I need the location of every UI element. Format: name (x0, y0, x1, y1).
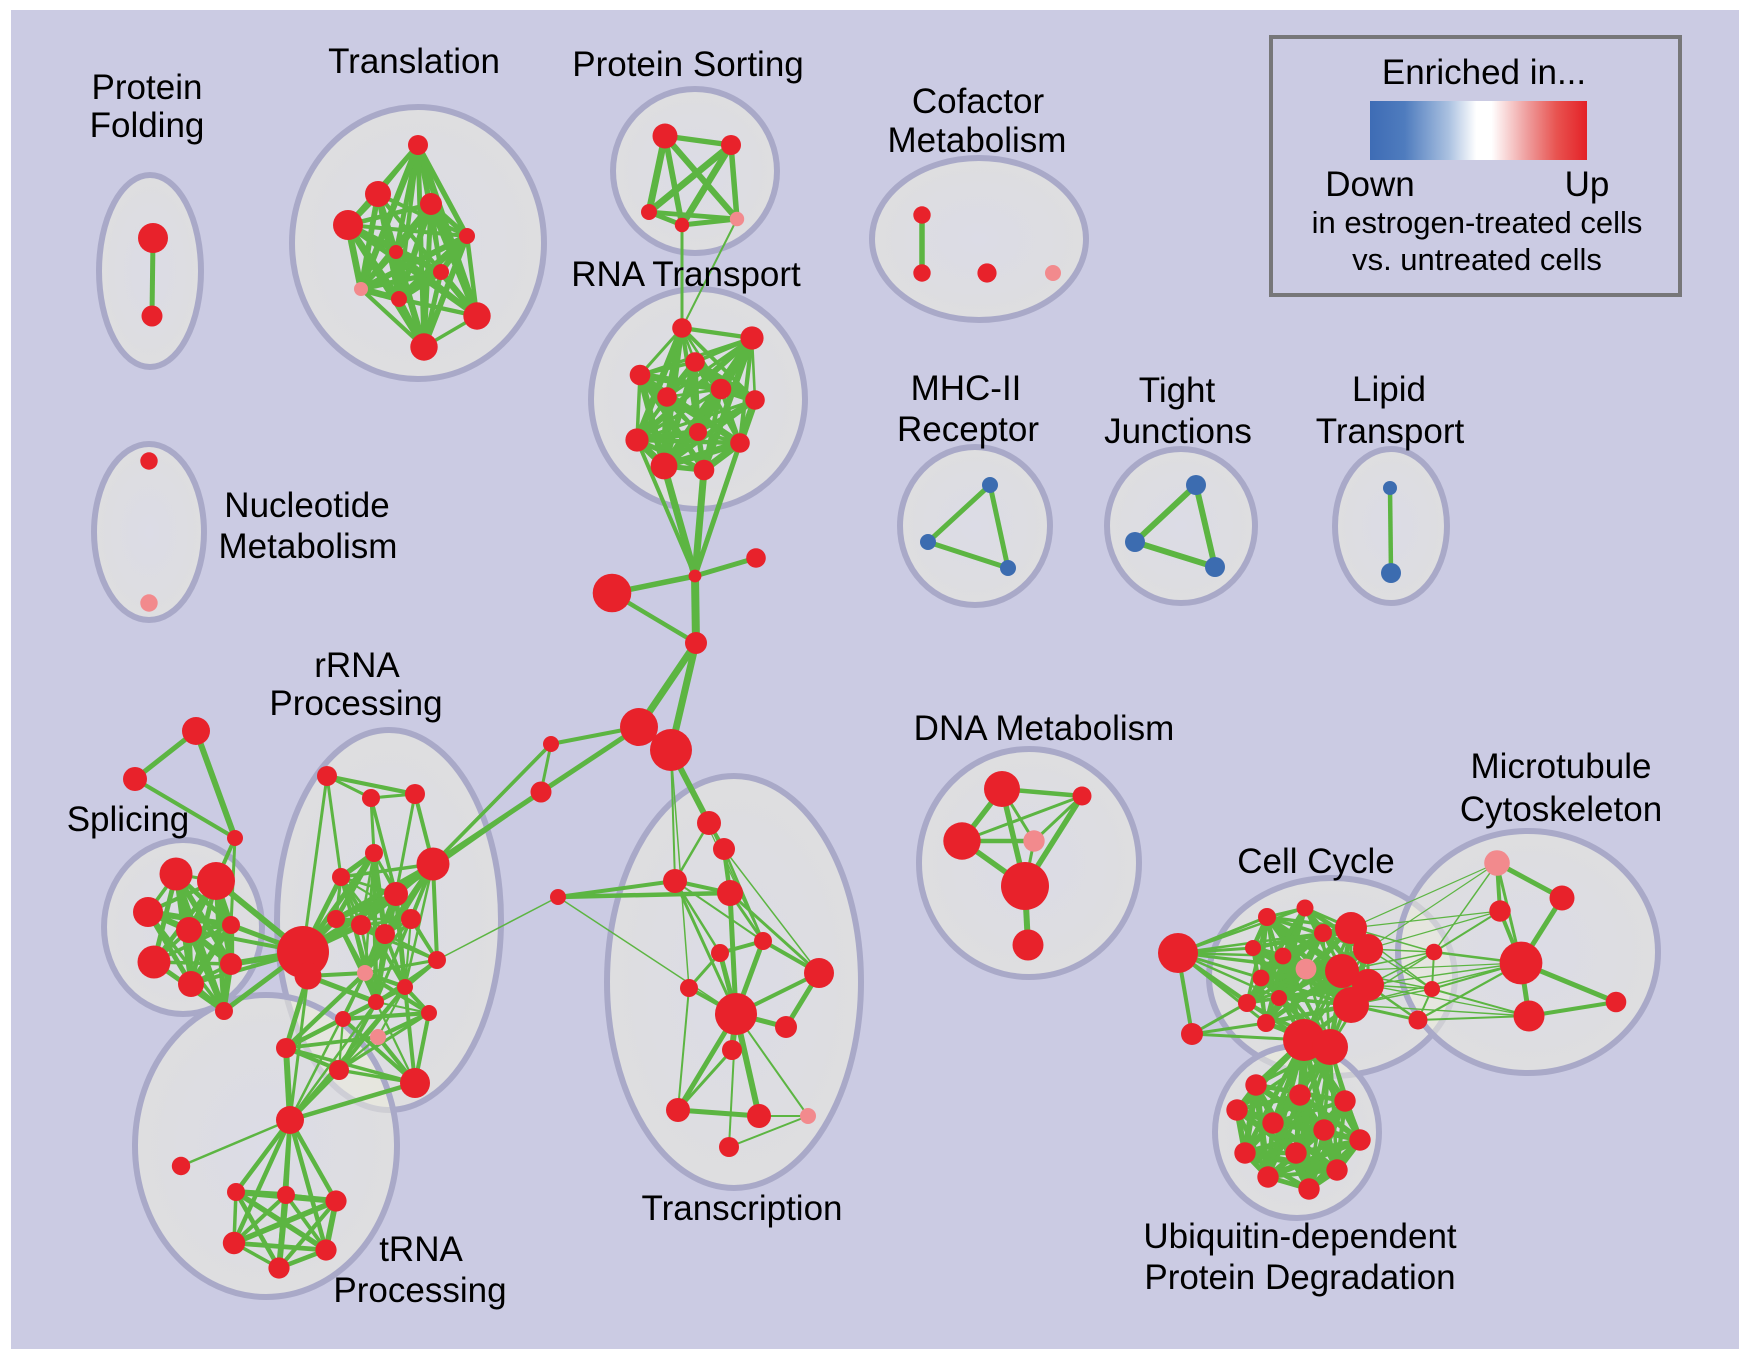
svg-text:Metabolism: Metabolism (219, 527, 398, 566)
svg-text:Cell Cycle: Cell Cycle (1237, 842, 1395, 881)
svg-text:Cytoskeleton: Cytoskeleton (1460, 790, 1662, 829)
svg-text:MHC-II: MHC-II (911, 369, 1022, 408)
svg-text:Receptor: Receptor (897, 410, 1039, 449)
svg-text:DNA Metabolism: DNA Metabolism (914, 709, 1175, 748)
svg-text:RNA Transport: RNA Transport (571, 255, 801, 294)
svg-text:Protein Degradation: Protein Degradation (1144, 1258, 1455, 1297)
svg-text:Translation: Translation (328, 42, 500, 81)
svg-text:Nucleotide: Nucleotide (224, 486, 389, 525)
svg-text:Junctions: Junctions (1104, 412, 1252, 451)
svg-text:Protein Sorting: Protein Sorting (572, 45, 804, 84)
svg-text:Ubiquitin-dependent: Ubiquitin-dependent (1143, 1217, 1457, 1256)
svg-text:Up: Up (1565, 165, 1610, 204)
svg-text:Microtubule: Microtubule (1471, 747, 1652, 786)
svg-text:tRNA: tRNA (379, 1230, 463, 1269)
svg-text:vs. untreated cells: vs. untreated cells (1352, 242, 1602, 277)
svg-text:Transcription: Transcription (642, 1189, 843, 1228)
svg-text:Tight: Tight (1139, 371, 1216, 410)
svg-text:Splicing: Splicing (67, 800, 190, 839)
svg-text:Lipid: Lipid (1352, 370, 1426, 409)
svg-text:Enriched in...: Enriched in... (1382, 53, 1586, 92)
svg-text:Processing: Processing (269, 684, 442, 723)
svg-text:Cofactor: Cofactor (912, 82, 1045, 121)
svg-text:Protein: Protein (92, 68, 203, 107)
svg-text:Folding: Folding (90, 106, 205, 145)
svg-text:in estrogen-treated cells: in estrogen-treated cells (1312, 205, 1643, 240)
svg-text:Transport: Transport (1316, 412, 1465, 451)
svg-text:Metabolism: Metabolism (888, 121, 1067, 160)
svg-text:rRNA: rRNA (314, 646, 400, 685)
svg-text:Down: Down (1325, 165, 1414, 204)
svg-text:Processing: Processing (333, 1271, 506, 1310)
